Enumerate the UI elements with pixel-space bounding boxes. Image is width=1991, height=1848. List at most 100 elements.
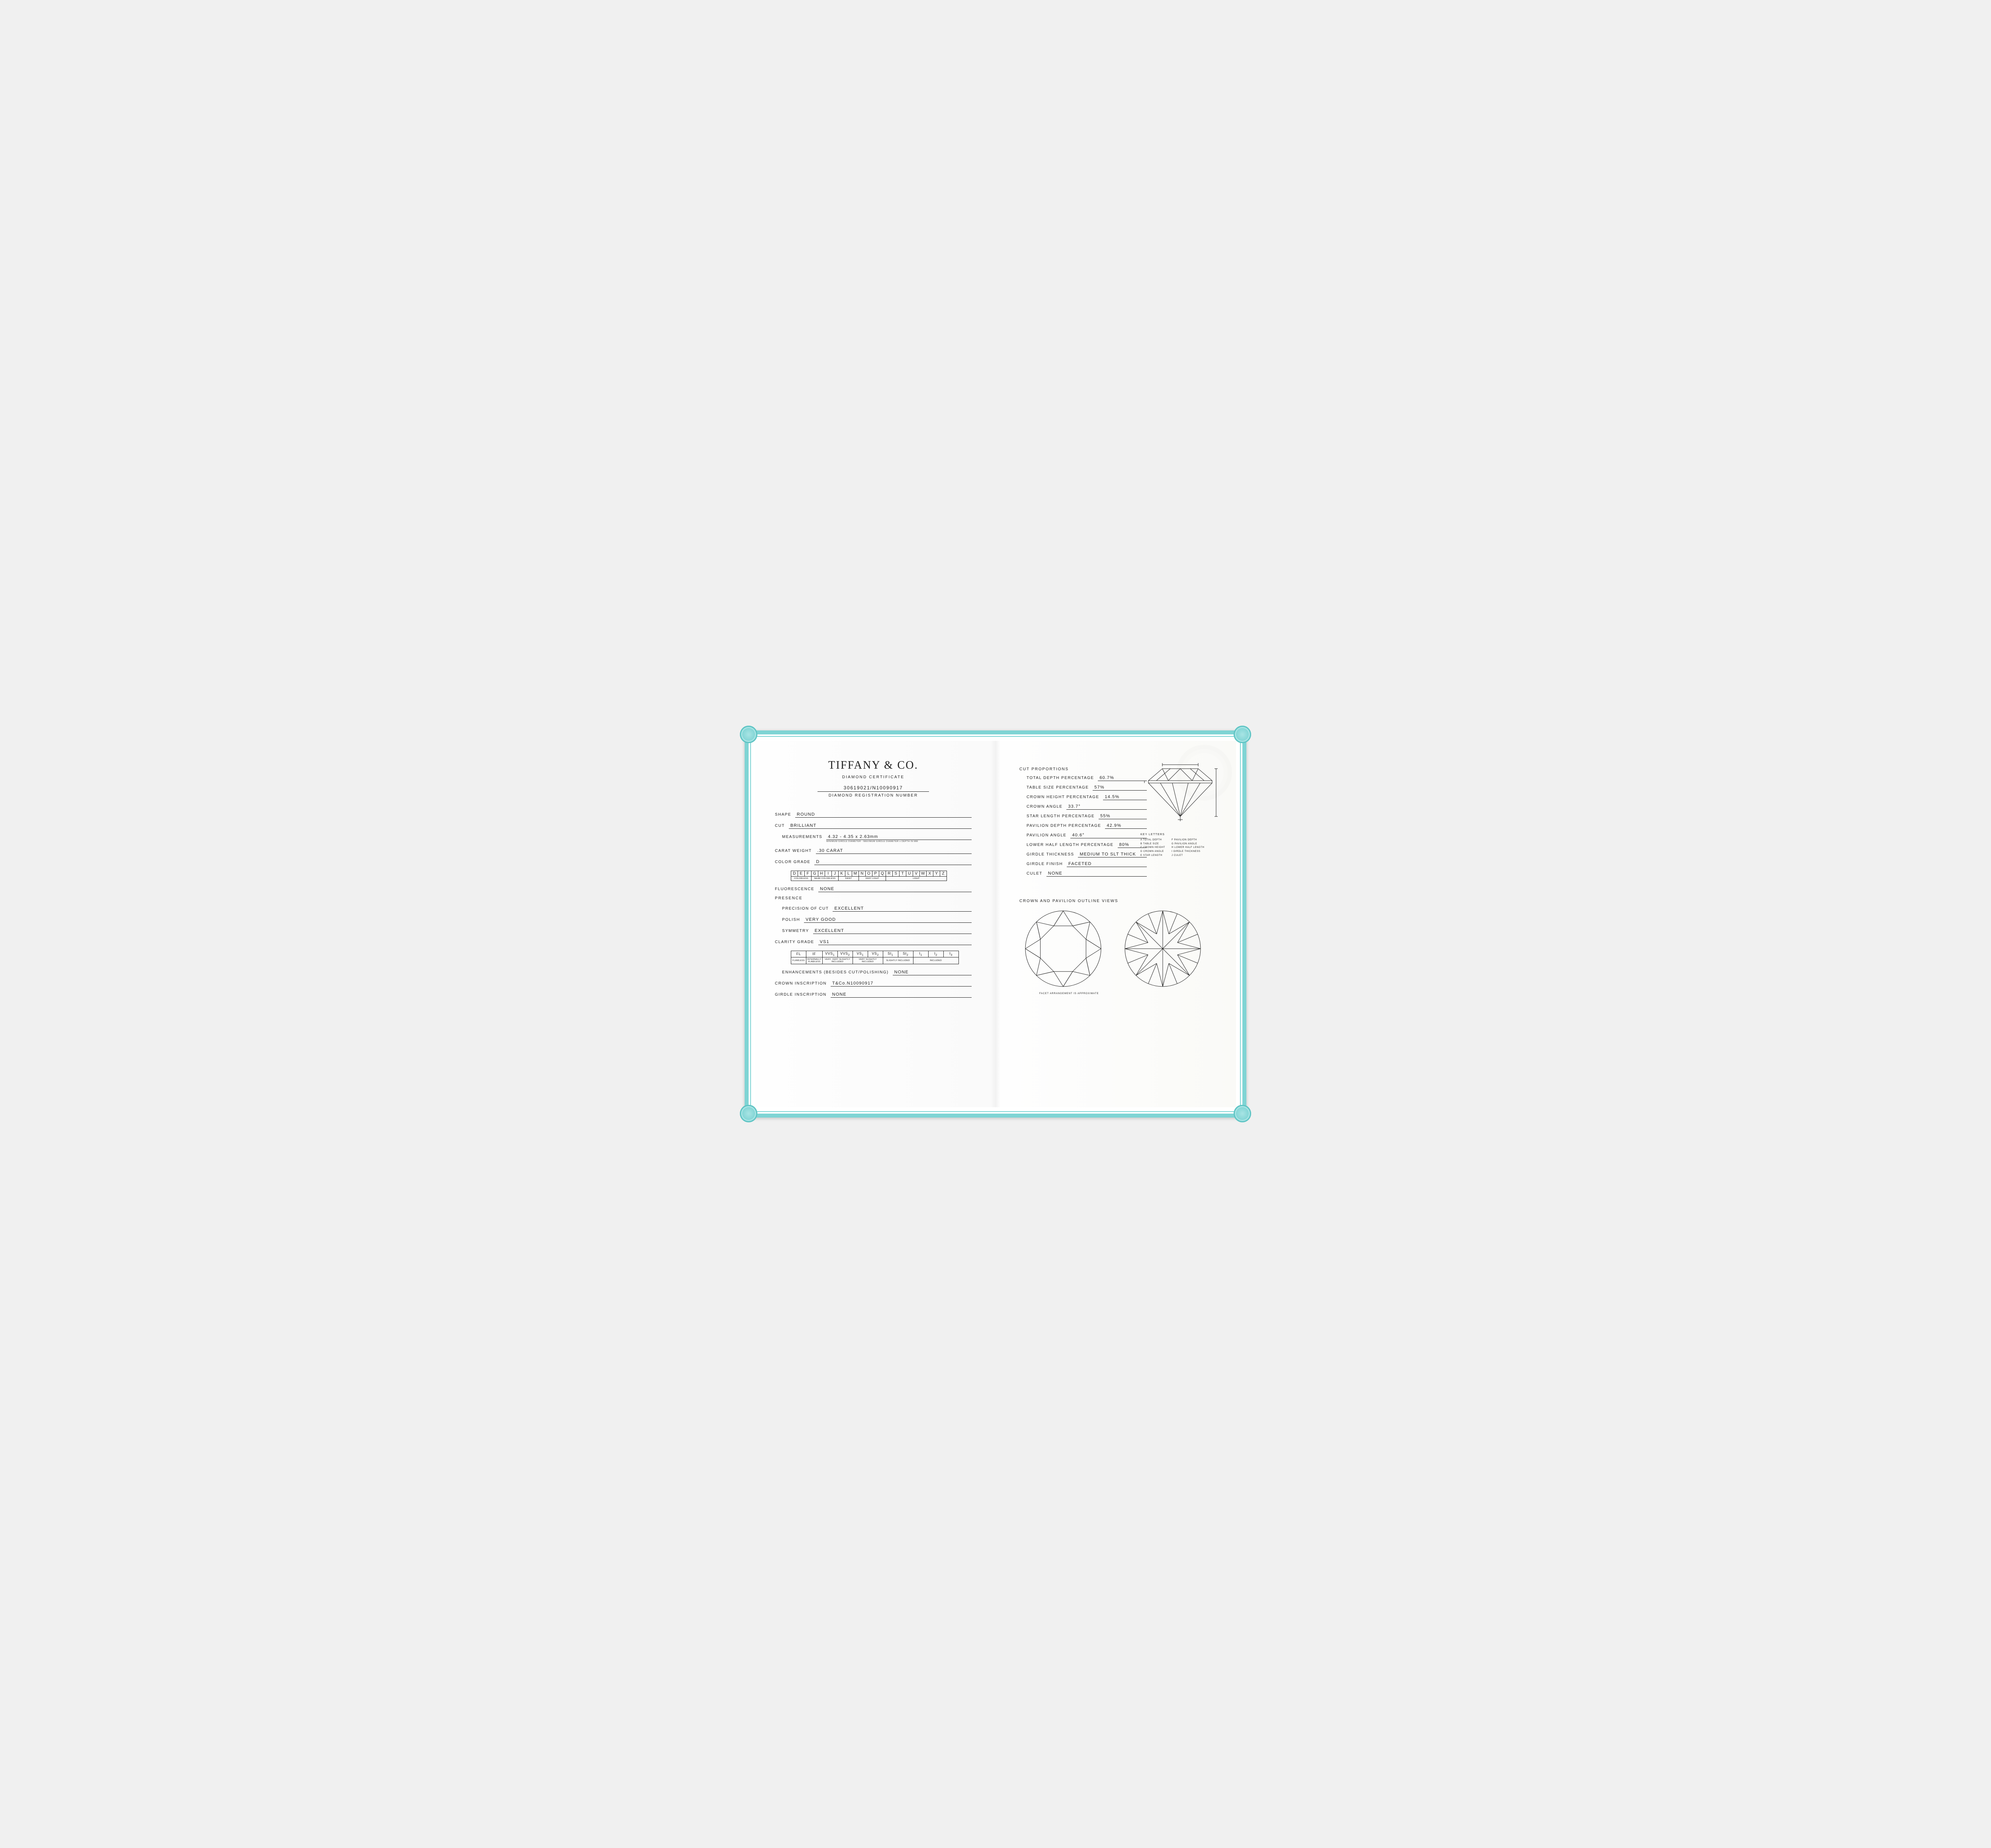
presence-heading: PRESENCE (775, 896, 972, 901)
proportion-value: 55% (1099, 814, 1147, 819)
color-grade-label: COLOR GRADE (775, 860, 810, 864)
certificate-subtitle: DIAMOND CERTIFICATE (775, 775, 972, 779)
carat-label: CARAT WEIGHT (775, 849, 812, 853)
proportion-label: TABLE SIZE PERCENTAGE (1027, 785, 1089, 790)
proportion-label: GIRDLE THICKNESS (1027, 852, 1074, 857)
color-scale-cell: F (805, 871, 812, 877)
carat-value: .30 CARAT (816, 848, 972, 854)
clarity-grade-value: VS1 (818, 940, 972, 945)
corner-ornament-icon (1234, 1105, 1251, 1122)
color-scale-group: COLORLESS (791, 877, 812, 881)
clarity-scale-group: INCLUDED (913, 957, 958, 964)
right-page: CUT PROPORTIONS TOTAL DEPTH PERCENTAGE60… (996, 741, 1236, 1107)
outline-views-heading: CROWN AND PAVILION OUTLINE VIEWS (1019, 899, 1216, 903)
color-scale-cell: N (859, 871, 866, 877)
girdle-inscription-value: NONE (831, 992, 972, 998)
measurements-note: MINIMUM GIRDLE DIAMETER - MAXIMUM GIRDLE… (826, 840, 972, 843)
color-scale-cell: G (812, 871, 818, 877)
key-letters-heading: KEY LETTERS (1140, 832, 1220, 837)
color-scale-cell: T (900, 871, 906, 877)
color-scale-cell: M (852, 871, 859, 877)
color-scale-cell: J (832, 871, 839, 877)
fluorescence-value: NONE (818, 887, 972, 892)
color-scale-cell: P (872, 871, 879, 877)
proportion-label: PAVILION ANGLE (1027, 833, 1066, 838)
color-scale-group: VERY LIGHT (859, 877, 886, 881)
pavilion-outline-icon (1123, 909, 1203, 989)
key-letter-item: C CROWN HEIGHT (1140, 846, 1165, 850)
key-letter-item: E STAR LENGTH (1140, 854, 1165, 858)
diamond-profile-diagram-icon (1140, 761, 1220, 828)
key-letter-item: H LOWER HALF LENGTH (1172, 846, 1204, 850)
proportion-label: CROWN HEIGHT PERCENTAGE (1027, 795, 1099, 799)
color-scale-cell: X (927, 871, 933, 877)
color-scale-cell: K (839, 871, 845, 877)
key-letter-item: D CROWN ANGLE (1140, 850, 1165, 854)
clarity-scale-cell: I1 (913, 951, 928, 957)
shape-label: SHAPE (775, 812, 791, 817)
precision-value: EXCELLENT (833, 906, 972, 912)
clarity-scale-cell: I2 (928, 951, 943, 957)
proportion-value: FACETED (1067, 861, 1147, 867)
corner-ornament-icon (740, 1105, 757, 1122)
proportion-value: NONE (1046, 871, 1147, 877)
views-footnote: FACET ARRANGEMENT IS APPROXIMATE (1039, 993, 1216, 995)
enhancements-label: ENHANCEMENTS (BESIDES CUT/POLISHING) (782, 970, 889, 975)
color-scale-group: NEAR COLORLESS (812, 877, 839, 881)
clarity-scale-group: INTERNALLY FLAWLESS (806, 957, 823, 964)
color-scale-cell: Z (940, 871, 947, 877)
key-letter-item: I GIRDLE THICKNESS (1172, 850, 1204, 854)
clarity-grade-label: CLARITY GRADE (775, 940, 814, 944)
symmetry-label: SYMMETRY (782, 929, 809, 933)
registration-label: DIAMOND REGISTRATION NUMBER (775, 793, 972, 798)
color-scale-cell: U (906, 871, 913, 877)
key-letter-item: F PAVILION DEPTH (1172, 838, 1204, 842)
color-scale-cell: S (893, 871, 900, 877)
proportion-label: CULET (1027, 871, 1042, 876)
proportion-value: 57% (1093, 785, 1147, 791)
color-scale-cell: V (913, 871, 920, 877)
clarity-scale-cell: I3 (943, 951, 958, 957)
symmetry-value: EXCELLENT (813, 928, 972, 934)
corner-ornament-icon (1234, 726, 1251, 743)
key-letter-item: G PAVILION ANGLE (1172, 842, 1204, 846)
clarity-scale-cell: VS2 (868, 951, 883, 957)
proportion-label: STAR LENGTH PERCENTAGE (1027, 814, 1095, 818)
left-page: TIFFANY & CO. DIAMOND CERTIFICATE 306190… (755, 741, 996, 1107)
color-scale-cell: Q (879, 871, 886, 877)
clarity-scale-cell: VVS1 (822, 951, 837, 957)
color-scale-cell: L (845, 871, 852, 877)
clarity-scale-cell: IF (806, 951, 823, 957)
key-letters: KEY LETTERS A TOTAL DEPTHB TABLE SIZEC C… (1140, 832, 1220, 857)
key-letter-item: J CULET (1172, 854, 1204, 858)
key-letter-item: A TOTAL DEPTH (1140, 838, 1165, 842)
measurements-label: MEASUREMENTS (782, 835, 822, 839)
girdle-inscription-label: GIRDLE INSCRIPTION (775, 993, 827, 997)
color-scale-cell: Y (933, 871, 940, 877)
color-scale-cell: H (818, 871, 825, 877)
proportion-value: 40.6° (1070, 833, 1147, 838)
color-scale-group: FAINT (839, 877, 859, 881)
proportion-label: CROWN ANGLE (1027, 805, 1062, 809)
enhancements-value: NONE (893, 970, 972, 975)
clarity-scale-cell: VVS2 (837, 951, 853, 957)
color-scale-table: DEFGHIJKLMNOPQRSTUVWXYZCOLORLESSNEAR COL… (791, 871, 947, 881)
certificate: TIFFANY & CO. DIAMOND CERTIFICATE 306190… (745, 730, 1246, 1118)
proportion-label: TOTAL DEPTH PERCENTAGE (1027, 776, 1094, 780)
crown-inscription-value: T&Co.N10090917 (831, 981, 972, 987)
precision-label: PRECISION OF CUT (782, 906, 829, 911)
registration-number: 30619021/N10090917 (818, 785, 929, 792)
proportion-value: 33.7° (1066, 804, 1147, 810)
clarity-scale-cell: SI1 (883, 951, 898, 957)
clarity-scale-group: VERY, VERY SLIGHTLY INCLUDED (822, 957, 853, 964)
clarity-scale-group: SLIGHTLY INCLUDED (883, 957, 913, 964)
color-scale-group: LIGHT (886, 877, 947, 881)
clarity-scale-cell: SI2 (898, 951, 913, 957)
crown-outline-icon (1023, 909, 1103, 989)
crown-inscription-label: CROWN INSCRIPTION (775, 981, 827, 986)
fluorescence-label: FLUORESCENCE (775, 887, 814, 891)
clarity-scale-group: FLAWLESS (791, 957, 806, 964)
color-scale-cell: I (825, 871, 832, 877)
proportion-label: GIRDLE FINISH (1027, 862, 1063, 866)
proportion-value: MEDIUM TO SLT THICK (1078, 852, 1147, 857)
